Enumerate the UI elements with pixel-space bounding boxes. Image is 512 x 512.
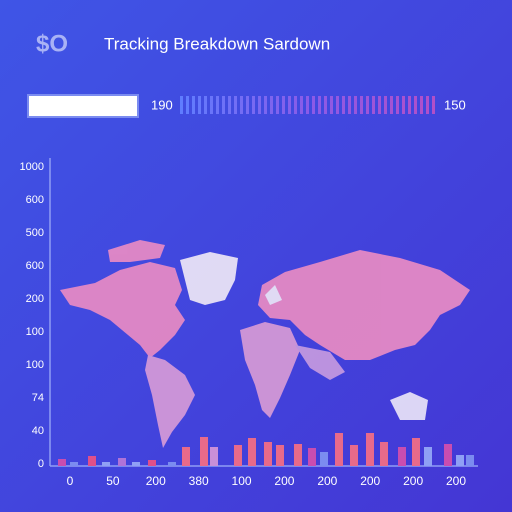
bar [264,442,272,466]
y-label: 100 [26,359,44,371]
bar [88,456,96,466]
bar [248,438,256,466]
bar [320,452,328,466]
bar [294,444,302,466]
x-label: 200 [317,474,337,488]
bar [132,462,140,466]
bar [456,455,464,466]
bar [182,447,190,466]
bar [350,445,358,466]
bar [444,444,452,466]
slider-input[interactable] [27,94,139,118]
bar [308,448,316,466]
bar [424,447,432,466]
x-label: 200 [403,474,423,488]
y-label: 74 [32,392,44,404]
y-label: 600 [26,260,44,272]
bar [466,455,474,466]
y-labels: 1000 600 500 600 200 100 100 74 40 0 [20,161,44,470]
slider-track[interactable] [180,96,436,114]
y-label: 100 [26,326,44,338]
x-label: 200 [274,474,294,488]
x-label: 0 [67,474,74,488]
slider-right-value: 150 [444,97,466,112]
y-label: 1000 [20,161,44,173]
world-map [60,240,470,448]
y-label: 200 [26,293,44,305]
bars [58,433,474,466]
y-label: 600 [26,194,44,206]
x-label: 200 [146,474,166,488]
bar [380,442,388,466]
bar [58,459,66,466]
y-label: 40 [32,425,44,437]
bar [335,433,343,466]
y-label: 500 [26,227,44,239]
bar [168,462,176,466]
bar [366,433,374,466]
bar [148,460,156,466]
x-label: 100 [232,474,252,488]
bar [398,447,406,466]
x-label: 200 [360,474,380,488]
y-label: 0 [38,458,44,470]
x-labels: 0 50 200 380 100 200 200 200 200 200 [67,474,467,488]
title: Tracking Breakdown Sardown [104,34,330,53]
x-label: 200 [446,474,466,488]
logo: $O [36,30,68,57]
bar [118,458,126,466]
slider-left-value: 190 [151,97,173,112]
bar [210,447,218,466]
bar [234,445,242,466]
bar [412,438,420,466]
bar [102,462,110,466]
x-label: 50 [106,474,120,488]
bar [200,437,208,466]
bar [276,445,284,466]
bar [70,462,78,466]
chart-area: 1000 600 500 600 200 100 100 74 40 0 0 50 200 380 100… [20,158,478,488]
x-label: 380 [189,474,209,488]
